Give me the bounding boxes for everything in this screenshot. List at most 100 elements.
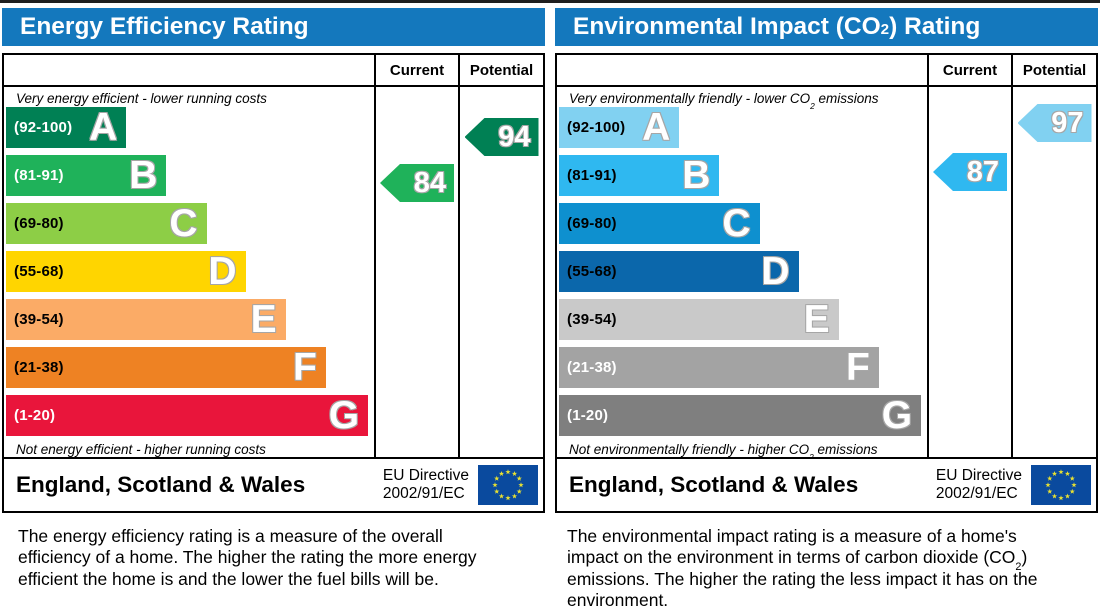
potential-column-header: Potential xyxy=(1011,55,1096,87)
band-bar-c: (69-80) C xyxy=(559,203,760,244)
environment-table-footer: England, Scotland & Wales EU Directive 2… xyxy=(557,457,1096,511)
band-row-e: (39-54) E xyxy=(6,299,374,340)
potential-rating-value: 94 xyxy=(498,121,531,153)
band-letter: C xyxy=(722,202,751,245)
top-border xyxy=(0,0,1100,3)
environment-description: The environmental impact rating is a mea… xyxy=(567,526,1068,611)
band-bar-c: (69-80) C xyxy=(6,203,207,244)
current-column-header: Current xyxy=(927,55,1011,87)
description-text: The environmental impact rating is a mea… xyxy=(567,526,1017,568)
current-cell-energy: 84 xyxy=(374,87,458,457)
band-letter: E xyxy=(250,298,277,341)
band-range-label: (69-80) xyxy=(14,215,64,232)
energy-description: The energy efficiency rating is a measur… xyxy=(18,526,483,590)
band-row-d: (55-68) D xyxy=(559,251,927,292)
energy-panel-title: Energy Efficiency Rating xyxy=(2,8,545,46)
band-range-label: (55-68) xyxy=(14,263,64,280)
environment-rating-table: Current Potential Very environmentally f… xyxy=(555,53,1098,513)
top-caption: Very energy efficient - lower running co… xyxy=(4,87,374,107)
region-label: England, Scotland & Wales xyxy=(569,472,859,497)
caption-text-post: emissions xyxy=(813,442,878,457)
potential-cell-environment: 97 xyxy=(1011,87,1096,457)
environment-band-chart: Very environmentally friendly - lower CO… xyxy=(557,87,927,457)
band-range-label: (39-54) xyxy=(567,311,617,328)
band-letter: B xyxy=(129,154,158,197)
panel-title-text: Energy Efficiency Rating xyxy=(20,13,309,40)
band-row-d: (55-68) D xyxy=(6,251,374,292)
band-bar-f: (21-38) F xyxy=(6,347,326,388)
energy-rating-table: Current Potential Very energy efficient … xyxy=(2,53,545,513)
potential-rating-value: 97 xyxy=(1051,107,1084,139)
band-bar-a: (92-100) A xyxy=(6,107,127,148)
band-range-label: (81-91) xyxy=(14,167,64,184)
caption-text: Not environmentally friendly - higher CO xyxy=(569,442,810,457)
band-range-label: (81-91) xyxy=(567,167,617,184)
band-bar-b: (81-91) B xyxy=(6,154,167,197)
band-letter: D xyxy=(208,250,237,293)
potential-rating-arrow: 94 xyxy=(464,118,539,156)
environmental-impact-panel: Environmental Impact (CO 2) Rating Curren… xyxy=(555,8,1098,611)
eu-directive-line2: 2002/91/EC xyxy=(935,485,1018,502)
eu-flag-icon xyxy=(478,465,538,505)
co2-subscript: 2 xyxy=(1015,561,1022,574)
eu-directive-label: EU Directive 2002/91/EC xyxy=(383,467,469,503)
band-range-label: (92-100) xyxy=(14,119,73,136)
band-row-a: (92-100) A xyxy=(559,107,927,148)
band-letter: E xyxy=(803,298,830,341)
band-range-label: (1-20) xyxy=(567,407,609,424)
current-rating-value: 84 xyxy=(413,167,446,199)
eu-directive-line2: 2002/91/EC xyxy=(382,485,465,502)
band-letter: A xyxy=(642,106,671,149)
panel-title-text-post: ) Rating xyxy=(889,13,981,40)
current-rating-arrow: 84 xyxy=(380,164,454,202)
bands-environment: (92-100) A (81-91) B (69-80) C (55-68) D (39-54)… xyxy=(557,107,927,436)
band-bar-e: (39-54) E xyxy=(559,299,839,340)
eu-directive-line1: EU Directive xyxy=(935,467,1022,485)
co2-subscript: 2 xyxy=(810,100,815,111)
band-row-f: (21-38) F xyxy=(6,347,374,388)
energy-band-chart: Very energy efficient - lower running co… xyxy=(4,87,374,457)
eu-flag-icon xyxy=(1031,465,1091,505)
band-row-c: (69-80) C xyxy=(559,203,927,244)
energy-table-footer: England, Scotland & Wales EU Directive 2… xyxy=(4,457,543,511)
band-row-g: (1-20) G xyxy=(559,395,927,436)
blank-header-cell xyxy=(4,55,374,87)
band-bar-a: (92-100) A xyxy=(559,106,680,149)
band-bar-e: (39-54) E xyxy=(6,299,286,340)
panel-title-text: Environmental Impact (CO xyxy=(573,13,881,40)
band-range-label: (21-38) xyxy=(567,359,617,376)
band-range-label: (92-100) xyxy=(567,119,626,136)
band-row-a: (92-100) A xyxy=(6,107,374,148)
band-row-g: (1-20) G xyxy=(6,395,374,436)
current-rating-arrow: 87 xyxy=(933,153,1007,191)
potential-cell-energy: 94 xyxy=(458,87,543,457)
potential-column-header: Potential xyxy=(458,55,543,87)
band-row-f: (21-38) F xyxy=(559,347,927,388)
blank-header-cell xyxy=(557,55,927,87)
bands-energy: (92-100) A (81-91) B (69-80) C (55-68) D (39-54)… xyxy=(4,107,374,436)
band-bar-f: (21-38) F xyxy=(559,347,879,388)
band-row-e: (39-54) E xyxy=(559,299,927,340)
caption-text: Not energy efficient - higher running co… xyxy=(16,442,266,457)
band-range-label: (55-68) xyxy=(567,263,617,280)
caption-text: Very environmentally friendly - lower CO xyxy=(569,91,811,106)
eu-directive-line1: EU Directive xyxy=(382,467,469,485)
band-range-label: (1-20) xyxy=(14,407,56,424)
band-range-label: (21-38) xyxy=(14,359,64,376)
caption-text-post: emissions xyxy=(814,91,879,106)
energy-efficiency-panel: Energy Efficiency Rating Current Potenti… xyxy=(2,8,545,611)
top-caption: Very environmentally friendly - lower CO… xyxy=(557,87,927,110)
band-bar-d: (55-68) D xyxy=(559,251,799,292)
bottom-caption: Not environmentally friendly - higher CO… xyxy=(557,436,927,457)
band-row-c: (69-80) C xyxy=(6,203,374,244)
environment-panel-title: Environmental Impact (CO 2) Rating xyxy=(555,8,1098,46)
band-bar-b: (81-91) B xyxy=(559,155,720,196)
band-bar-g: (1-20) G xyxy=(559,394,922,437)
band-letter: C xyxy=(169,202,198,245)
band-row-b: (81-91) B xyxy=(559,155,927,196)
band-letter: G xyxy=(881,394,913,437)
bottom-caption: Not energy efficient - higher running co… xyxy=(4,436,374,457)
caption-text: Very energy efficient - lower running co… xyxy=(16,91,267,106)
current-column-header: Current xyxy=(374,55,458,87)
rating-panels: Energy Efficiency Rating Current Potenti… xyxy=(0,3,1100,611)
